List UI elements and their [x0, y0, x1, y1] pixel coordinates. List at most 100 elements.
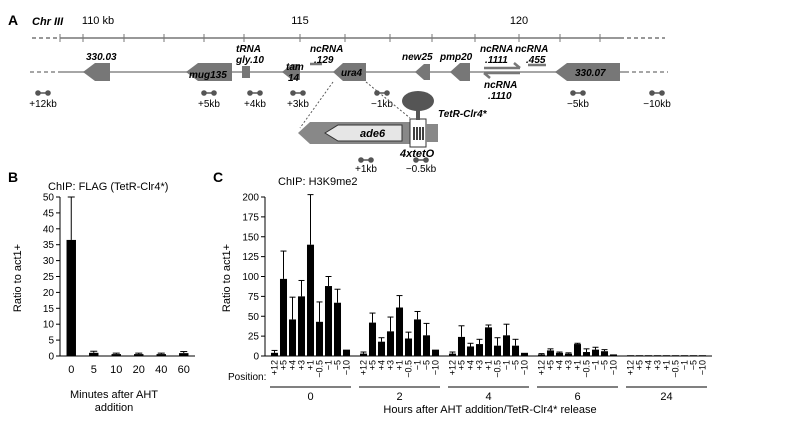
chart-c-position-label: +5: [635, 360, 645, 370]
chart-b-bar: [134, 354, 144, 356]
primer-icons-construct: [358, 157, 429, 163]
tetO-sites: [413, 127, 424, 140]
chart-c-bar: [537, 354, 546, 356]
chart-c-position-label: −0.5: [671, 360, 681, 378]
chart-c-position-label: +5: [368, 360, 378, 370]
chart-c-position-label: −0.5: [493, 360, 503, 378]
chart-c-position-label: +3: [386, 360, 396, 370]
chart-c-group-label: 4: [485, 391, 491, 403]
chart-c-bar: [644, 355, 653, 357]
chart-b-xtick-label: 0: [68, 364, 74, 376]
primer-label-minus5: −5kb: [567, 99, 589, 110]
chart-c-position-label: +5: [546, 360, 556, 370]
panel-b-letter: B: [8, 169, 18, 185]
chart-b-ytick-label: 25: [43, 272, 55, 283]
primer-icon-plus1: [358, 157, 374, 163]
gene-label-330-03: 330.03: [86, 52, 117, 63]
scale-label-120: 120: [510, 15, 528, 27]
chart-c-position-label: −5: [422, 360, 432, 370]
chart-c-bar: [635, 355, 644, 357]
chart-b-xtick-label: 40: [155, 364, 167, 376]
primer-icon-minus10-right-dot: [659, 90, 665, 96]
chart-c-position-label: −10: [698, 360, 708, 375]
panel-b: B ChIP: FLAG (TetR-Clr4*) Ratio to act1+…: [8, 169, 195, 414]
chromosome-label: Chr III: [32, 16, 64, 28]
chart-c-ytick-label: 25: [248, 332, 260, 343]
gene-label-ncrna-1111-b: .1111: [485, 55, 508, 66]
chart-b-bar: [111, 354, 121, 356]
chart-b-bar: [179, 353, 189, 356]
primer-icon-plus5-left-dot: [201, 90, 207, 96]
chart-c-position-label: +4: [555, 360, 565, 370]
gene-label-new25: new25: [402, 52, 433, 63]
chart-c-position-label: +5: [457, 360, 467, 370]
chart-c-position-label: +12: [448, 360, 458, 375]
chart-c-position-label: −0.5: [404, 360, 414, 378]
chart-c-position-label: −1: [591, 360, 601, 370]
chart-c-bar: [413, 319, 422, 356]
primer-icon-plus12-left-dot: [35, 90, 41, 96]
panel-a-letter: A: [8, 12, 18, 28]
chart-c-bar: [315, 321, 324, 356]
tetr-clr4-label: TetR-Clr4*: [438, 109, 488, 120]
chart-c-bar: [680, 355, 689, 357]
primer-label-plus1: +1kb: [355, 164, 377, 175]
gene-label-ncrna-455-b: .455: [526, 55, 546, 66]
chart-c-position-label: −1: [413, 360, 423, 370]
chart-c-position-label: +3: [653, 360, 663, 370]
chart-c-bar: [662, 355, 671, 357]
chart-c-bar: [555, 352, 564, 356]
chart-c-bar: [297, 296, 306, 356]
primer-icon-minus0-5-left-dot: [413, 157, 419, 163]
primer-icon-minus0-5-right-dot: [423, 157, 429, 163]
position-label: Position:: [228, 372, 266, 383]
panel-c: C ChIP: H3K9me2 Ratio to act1+ 0 25 50 75 10…: [213, 169, 712, 416]
chart-b-ytick-label: 45: [43, 208, 55, 219]
chart-c-position-label: −10: [342, 360, 352, 375]
chart-c-position-label: −5: [333, 360, 343, 370]
panel-b-ylabel: Ratio to act1+: [12, 244, 24, 312]
chart-c-position-label: −10: [609, 360, 619, 375]
primer-icons-main: [35, 90, 665, 96]
chart-c-position-label: +4: [644, 360, 654, 370]
chart-c-position-label: +1: [306, 360, 316, 370]
gene-label-ncrna-1110-b: .1110: [488, 91, 512, 102]
gene-label-pmp20: pmp20: [439, 52, 473, 63]
primer-icon-plus5: [201, 90, 217, 96]
gene-mug135-arrow: [186, 63, 232, 81]
primer-icon-minus5: [570, 90, 586, 96]
chart-c-position-label: +12: [270, 360, 280, 375]
chart-c-bar: [653, 355, 662, 357]
chart-c-bar: [457, 336, 466, 356]
gene-label-trna: tRNA: [236, 44, 261, 55]
chart-c-bar: [626, 355, 635, 357]
chart-b-ytick-label: 15: [43, 304, 55, 315]
chart-b-ytick-label: 40: [43, 224, 55, 235]
chart-b-xtick-label: 60: [178, 364, 190, 376]
primer-icon-minus1-left-dot: [374, 90, 380, 96]
primer-icon-plus4: [247, 90, 263, 96]
chart-c-ytick-label: 125: [242, 252, 259, 263]
chart-c-position-label: +12: [359, 360, 369, 375]
chart-c-bar: [546, 350, 555, 356]
chart-c-bar: [342, 349, 351, 356]
chart-c-position-label: −5: [689, 360, 699, 370]
primer-icon-plus12: [35, 90, 51, 96]
primer-icon-minus10: [649, 90, 665, 96]
chart-c-ytick-label: 200: [242, 193, 259, 204]
chart-c-position-label: +1: [573, 360, 583, 370]
primer-icon-minus1: [374, 90, 390, 96]
chart-c-position-label: +1: [395, 360, 405, 370]
chart-c-bar: [431, 349, 440, 356]
primer-icon-plus4-right-dot: [257, 90, 263, 96]
primer-icon-minus10-left-dot: [649, 90, 655, 96]
chart-c-bar: [395, 307, 404, 356]
insertion-guide-right: [365, 81, 411, 119]
chart-b-ytick-label: 5: [48, 336, 54, 347]
gene-330-07-arrow: [555, 63, 620, 81]
gene-label-ura4: ura4: [341, 68, 363, 79]
chart-c-position-label: +3: [475, 360, 485, 370]
scale-label-110: 110 kb: [82, 15, 114, 27]
